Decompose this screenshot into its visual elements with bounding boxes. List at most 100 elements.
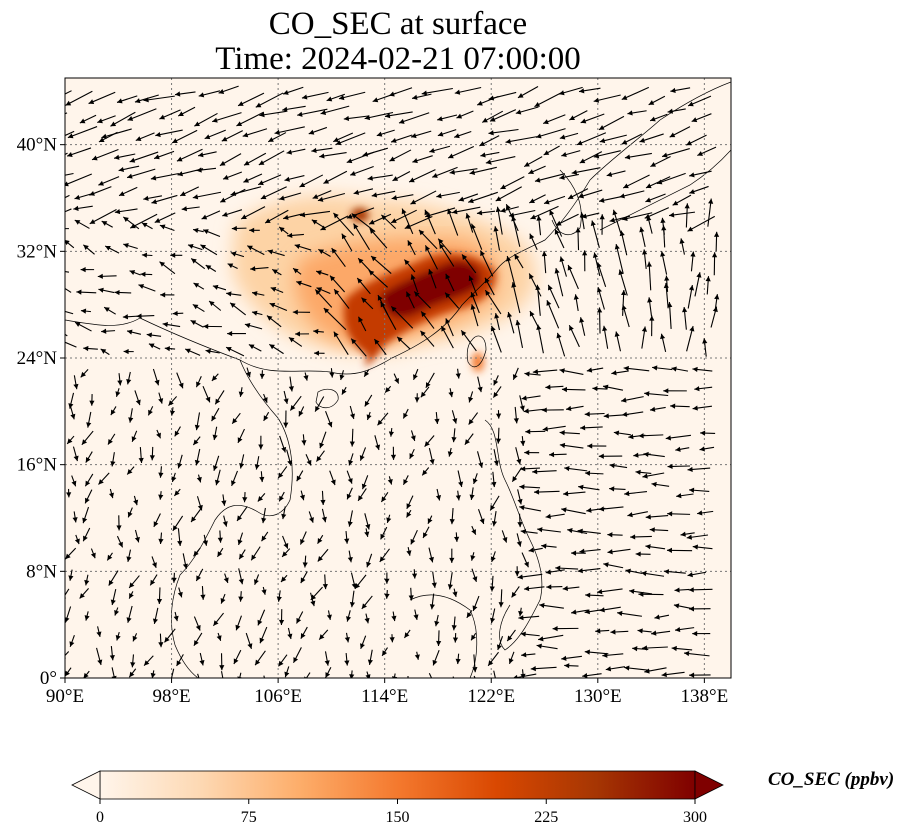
wind-arrow [98,176,120,186]
wind-arrow [214,390,225,405]
wind-arrow [257,492,266,502]
wind-arrow [607,548,631,555]
wind-arrow [661,671,685,678]
wind-arrow [674,587,690,593]
wind-arrow [649,406,666,412]
wind-arrow [602,652,624,658]
wind-arrow [559,442,584,449]
wind-arrow [350,338,367,357]
wind-arrow [286,148,306,155]
wind-arrow [227,330,246,337]
wind-arrow [266,315,282,328]
wind-arrow [466,610,473,619]
wind-arrow [357,488,367,502]
wind-arrow [454,532,460,542]
wind-arrow [239,454,245,469]
wind-arrow [134,390,141,406]
wind-arrow [410,130,432,139]
wind-arrow [559,132,579,140]
wind-arrow [584,470,604,476]
wind-arrow [325,667,332,678]
wind-arrow [491,471,497,488]
wind-arrow [198,90,221,98]
wind-arrow [160,292,175,298]
wind-arrow [108,570,119,586]
wind-arrow [320,490,326,506]
wind-arrow [259,626,268,644]
wind-arrow [610,629,629,635]
wind-arrow [311,219,326,229]
wind-arrow [630,534,652,540]
wind-arrow [619,190,645,199]
wind-arrow [123,243,138,250]
wind-arrow [138,284,156,292]
x-tick-label: 122°E [467,686,515,707]
wind-arrow [487,651,499,667]
wind-arrow [292,267,302,275]
wind-arrow [667,108,686,114]
wind-arrow [298,406,305,417]
wind-arrow [353,223,371,251]
wind-arrow [429,145,451,154]
wind-arrow [406,509,412,518]
wind-arrow [277,466,288,479]
wind-arrow [545,513,565,519]
wind-arrow [624,152,652,160]
colorbar: 0 75 150 225 300 [71,770,724,826]
wind-arrow [302,555,308,568]
wind-arrow [343,115,370,122]
wind-arrow [101,128,132,139]
wind-arrow [150,172,179,181]
wind-arrow [74,193,93,200]
wind-arrow [635,469,652,475]
wind-arrow [141,252,153,258]
x-tick-label: 90°E [46,686,84,707]
wind-arrow [561,386,586,393]
wind-arrow [507,311,515,334]
y-tick-label: 8°N [26,561,57,582]
wind-arrow [216,632,222,641]
wind-arrow [598,453,623,459]
wind-arrow [645,176,671,189]
wind-arrow [398,112,430,124]
wind-arrow [346,207,375,219]
wind-arrow [468,412,479,425]
wind-arrow [91,148,119,161]
wind-arrow [672,194,692,206]
wind-arrow [670,87,691,94]
y-tick-label: 40°N [17,135,58,156]
wind-arrow [403,629,411,639]
wind-arrow [688,487,710,493]
wind-arrow [65,310,74,315]
wind-arrow [435,488,442,501]
wind-arrow [641,645,668,651]
wind-arrow [323,170,348,184]
wind-arrow [577,568,601,574]
wind-arrow [686,134,707,146]
wind-arrow [569,110,588,121]
wind-arrow [515,447,522,465]
wind-arrow [645,544,666,550]
wind-arrow [326,610,332,621]
wind-arrow [149,574,158,586]
wind-arrow [314,396,325,412]
wind-arrow [468,391,474,403]
wind-arrow [158,466,164,478]
wind-arrow [190,258,206,270]
wind-arrow [495,186,522,202]
wind-arrow [80,368,89,378]
wind-arrow [413,609,419,620]
wind-arrow [261,586,267,595]
wind-arrow [520,529,538,535]
wind-arrow [318,629,329,640]
wind-arrow [488,91,517,101]
wind-arrow [649,315,655,337]
wind-arrow [143,195,163,201]
wind-arrow [646,261,652,291]
wind-arrow [624,490,648,497]
wind-arrow [445,318,454,337]
wind-arrow [245,632,253,650]
wind-arrow [528,273,542,297]
wind-arrow [690,251,696,272]
wind-arrow [493,375,499,386]
